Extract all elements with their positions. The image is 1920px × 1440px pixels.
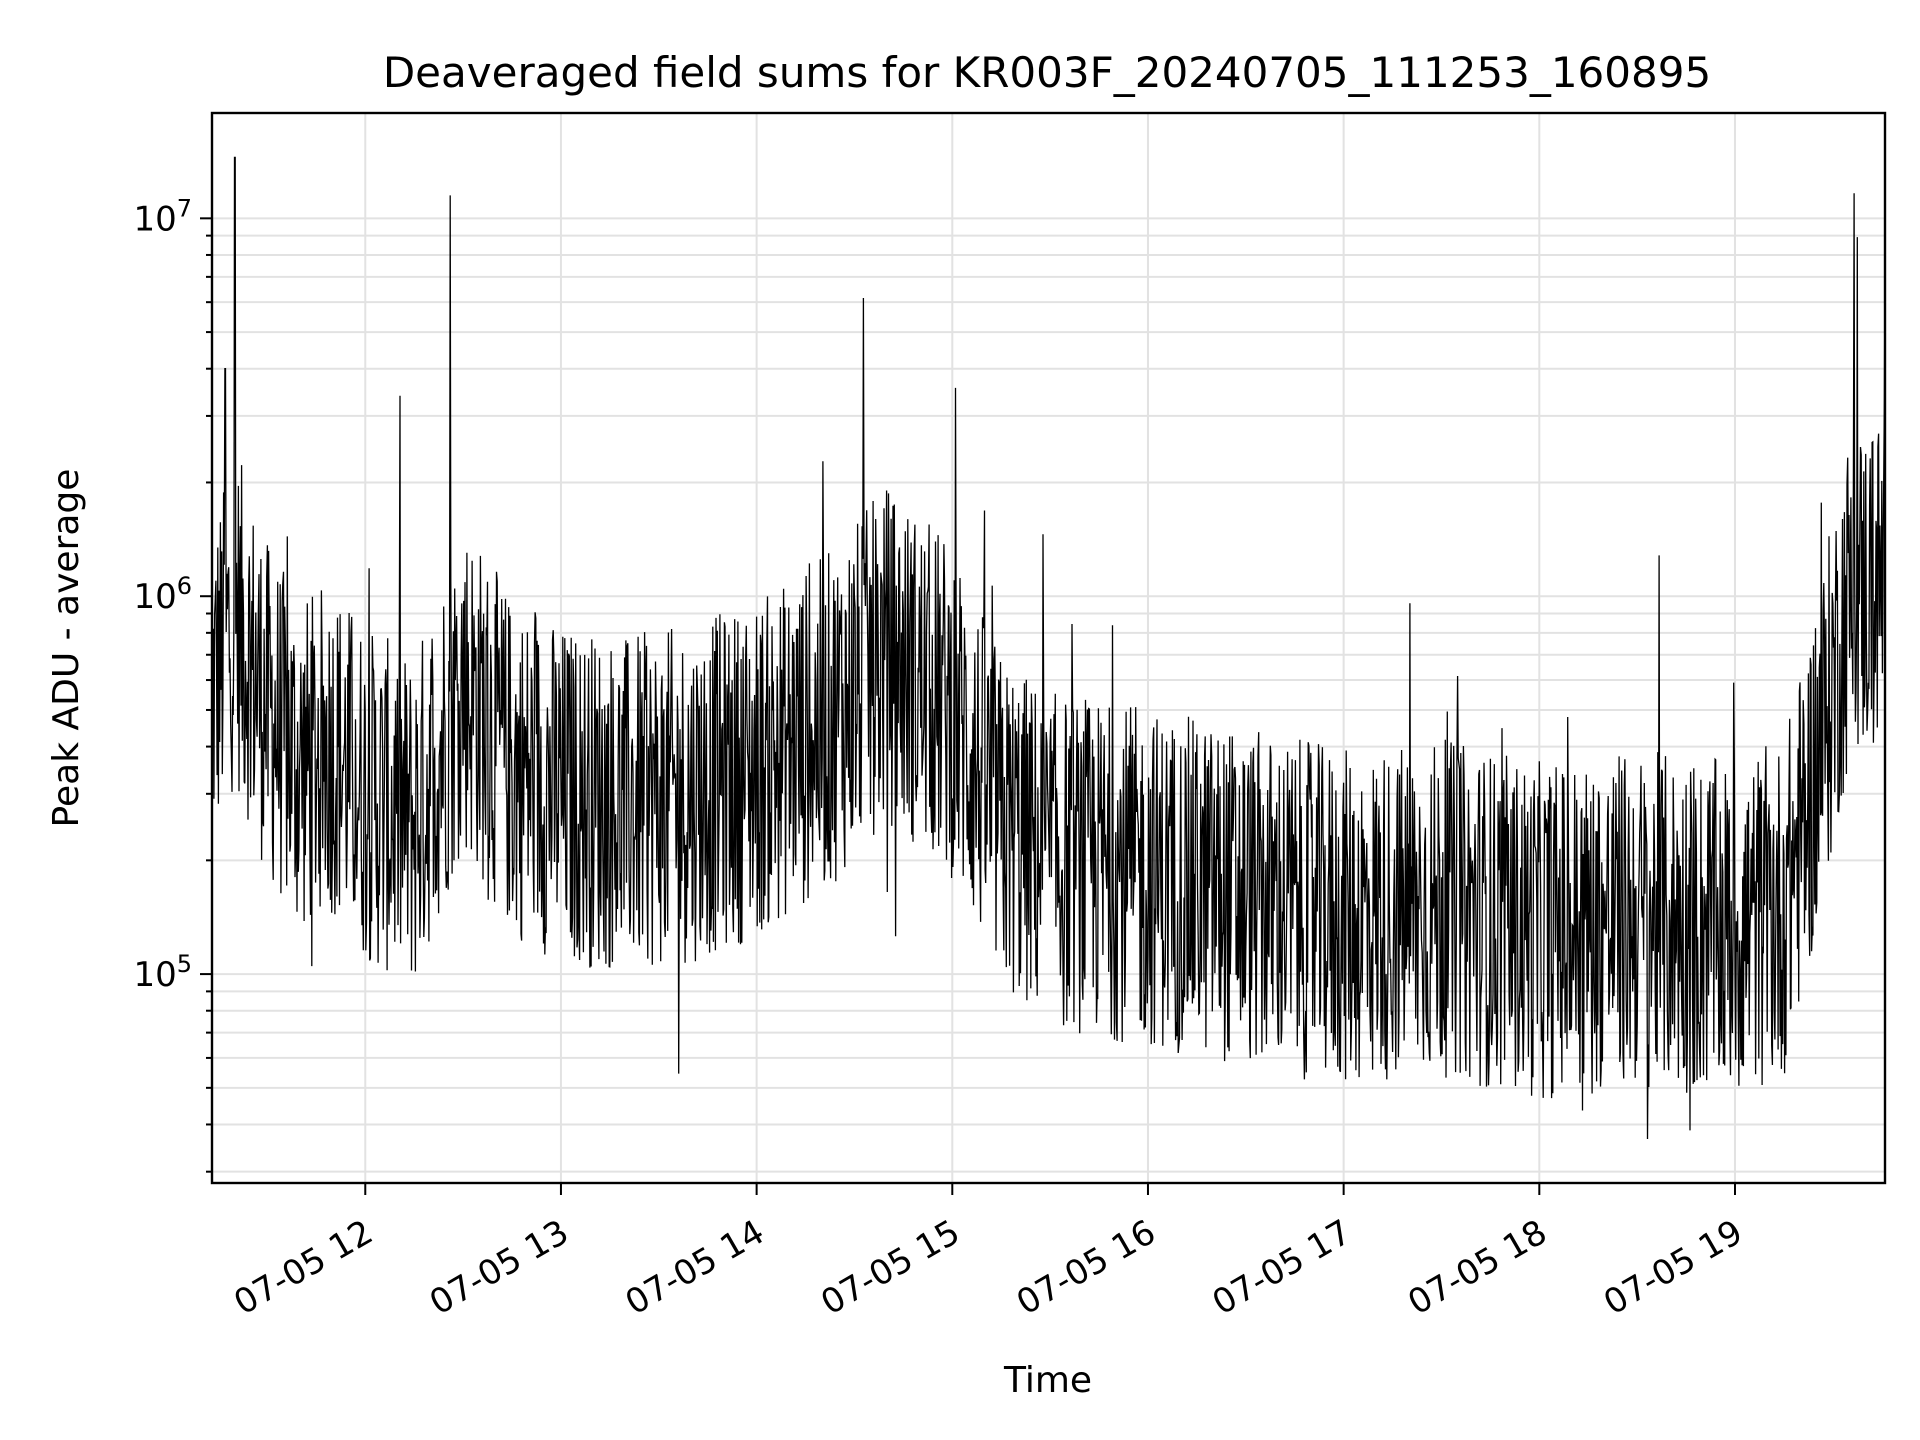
chart-title: Deaveraged field sums for KR003F_2024070…: [383, 48, 1711, 97]
grid: [212, 113, 1885, 1183]
x-axis-label: Time: [1003, 1360, 1092, 1401]
y-axis-label: Peak ADU - average: [46, 469, 87, 828]
y-tick-label: 105: [133, 950, 192, 995]
y-tick-label: 107: [133, 194, 192, 239]
plot-frame: [210, 111, 1887, 1185]
y-axis-ticks: 105 106 107: [133, 194, 212, 1173]
y-tick-label: 106: [133, 572, 192, 617]
series-line: [211, 156, 1886, 1140]
